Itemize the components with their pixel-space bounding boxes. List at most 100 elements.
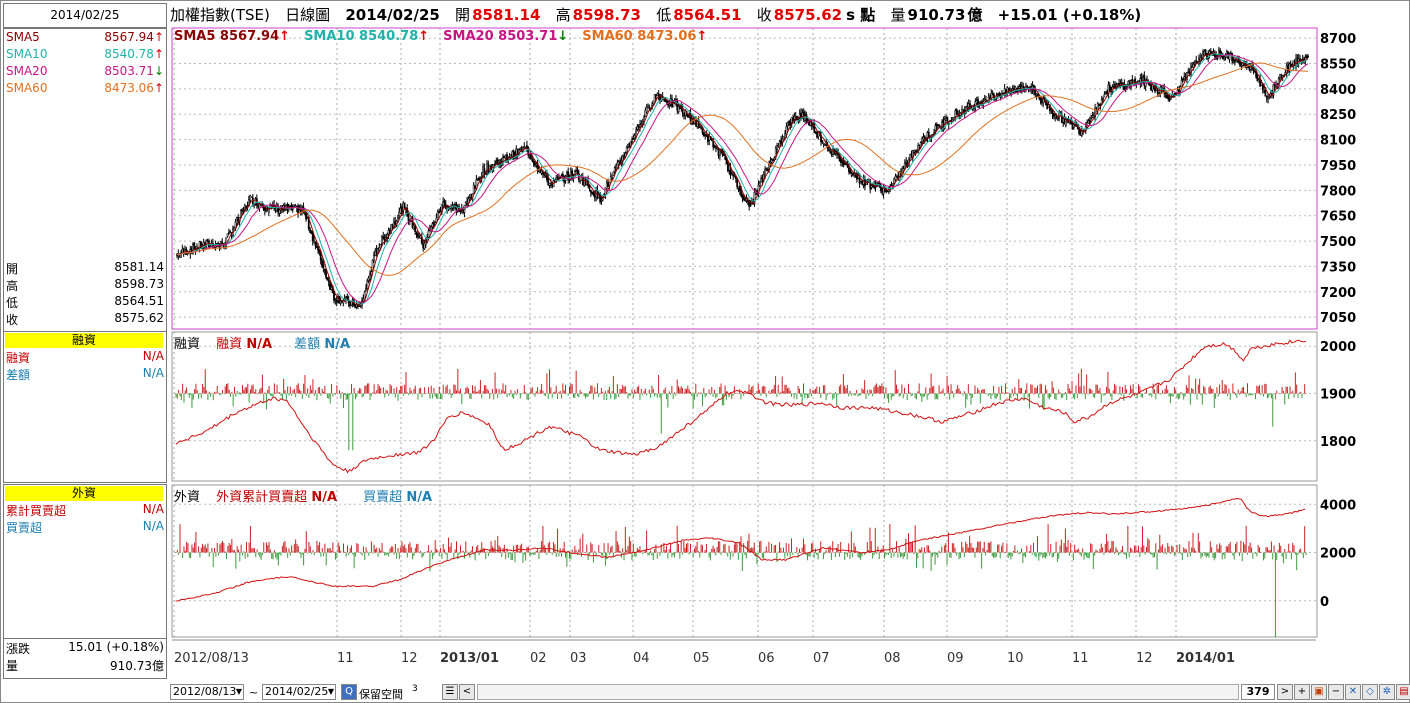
scroll-right-icon[interactable]: >	[1277, 684, 1293, 700]
high-label: 高	[555, 6, 571, 24]
candle-body	[813, 123, 816, 133]
candle-body	[334, 299, 337, 302]
zoom-in-icon[interactable]: +	[1294, 684, 1310, 700]
candle-body	[792, 118, 794, 121]
start-date-select[interactable]: 2012/08/13 ▼	[170, 684, 244, 700]
candle-body	[346, 296, 349, 299]
cross-icon[interactable]: ✕	[1345, 684, 1361, 700]
candle-body	[704, 134, 707, 136]
candle-body	[687, 115, 689, 118]
candle-body	[975, 100, 978, 104]
ohlc-row: 低 8564.51	[6, 294, 164, 310]
scrollbar-track[interactable]	[477, 684, 1239, 700]
print-icon[interactable]: ▤	[1396, 684, 1410, 700]
candle-body	[1299, 58, 1301, 61]
candle-body	[394, 221, 397, 225]
end-date-select[interactable]: 2014/02/25 ▼	[262, 684, 336, 700]
reserve-value[interactable]: 3	[412, 684, 418, 694]
candle-body	[625, 146, 628, 153]
spin-icon[interactable]: ☰	[442, 684, 458, 700]
candle-body	[370, 271, 373, 276]
foreign-l1-value: N/A	[311, 490, 338, 505]
candle-body	[278, 209, 281, 214]
candle-body	[962, 109, 965, 112]
candle-body	[922, 136, 925, 141]
candle-body	[829, 151, 832, 153]
candle-body	[503, 155, 506, 158]
candle-body	[593, 194, 596, 198]
scroll-left-icon[interactable]: <	[459, 684, 475, 700]
candle-body	[668, 103, 671, 106]
candle-body	[216, 242, 218, 245]
candle-body	[592, 192, 595, 195]
candle-body	[1257, 79, 1260, 83]
candle-body	[1083, 129, 1086, 132]
candle-body	[249, 195, 252, 201]
candle-body	[1219, 50, 1222, 57]
candle-body	[941, 121, 943, 128]
candle-body	[430, 226, 433, 232]
x-tick-label: 10	[1007, 651, 1024, 666]
candle-body	[1150, 84, 1152, 90]
candle-body	[808, 121, 810, 126]
y-tick-label: 7800	[1320, 184, 1356, 199]
candle-body	[1260, 82, 1263, 86]
candle-body	[314, 241, 317, 246]
y-tick-label: 1800	[1320, 435, 1356, 450]
candle-body	[494, 163, 496, 165]
candle-body	[549, 182, 552, 186]
candle-body	[1180, 79, 1183, 88]
candle-body	[1232, 60, 1235, 63]
candle-body	[390, 224, 393, 232]
margin-row: 融資 N/A	[6, 349, 164, 365]
candle-body	[265, 209, 268, 212]
x-tick-label: 2014/01	[1176, 651, 1235, 666]
candle-body	[330, 287, 333, 291]
candle-body	[1263, 87, 1265, 91]
candle-body	[600, 199, 603, 202]
candle-body	[645, 107, 648, 113]
candle-body	[1166, 94, 1168, 99]
candle-body	[985, 100, 987, 102]
candle-body	[1192, 63, 1195, 68]
candle-body	[1096, 103, 1099, 110]
settings-icon[interactable]: ✲	[1379, 684, 1395, 700]
x-tick-label: 2012/08/13	[174, 651, 249, 666]
margin-l1-value: N/A	[246, 337, 273, 352]
candle-body	[233, 226, 236, 230]
candle-body	[1035, 93, 1038, 96]
query-icon[interactable]: Q	[341, 684, 357, 700]
candle-body	[511, 151, 514, 157]
foreign-l2: 買賣超	[363, 490, 403, 505]
arrow-up-icon: ↑	[153, 47, 164, 61]
candle-body	[636, 126, 639, 131]
foreign-row: 累計買賣超 N/A	[6, 502, 164, 518]
candle-body	[1050, 109, 1053, 111]
candle-body	[733, 175, 736, 177]
y-tick-label: 2000	[1320, 340, 1356, 355]
low-label: 低	[656, 6, 672, 24]
restore-icon[interactable]: ◇	[1362, 684, 1378, 700]
candle-body	[1124, 86, 1127, 89]
arrow-up-icon: ↑	[696, 29, 708, 44]
sma-value: 8567.94↑	[104, 30, 164, 44]
candle-body	[653, 93, 656, 103]
zoom-out-icon[interactable]: −	[1328, 684, 1344, 700]
y-tick-label: 1900	[1320, 387, 1356, 402]
y-tick-label: 7350	[1320, 260, 1356, 275]
candle-body	[439, 210, 442, 213]
candle-body	[1127, 81, 1130, 85]
arrow-down-icon: ↓	[153, 64, 164, 78]
candle-body	[869, 180, 872, 189]
candle-body	[315, 245, 318, 248]
candle-body	[910, 155, 913, 158]
candle-body	[737, 186, 740, 189]
calendar-icon[interactable]: ▣	[1311, 684, 1327, 700]
candle-body	[730, 173, 733, 175]
ohlc-row: 開 8581.14	[6, 260, 164, 276]
sma-label: SMA10	[6, 47, 48, 61]
cumulative-line	[176, 497, 1306, 602]
foreign-l2-value: N/A	[406, 490, 433, 505]
candle-body	[1268, 96, 1271, 98]
candle-body	[229, 231, 232, 234]
